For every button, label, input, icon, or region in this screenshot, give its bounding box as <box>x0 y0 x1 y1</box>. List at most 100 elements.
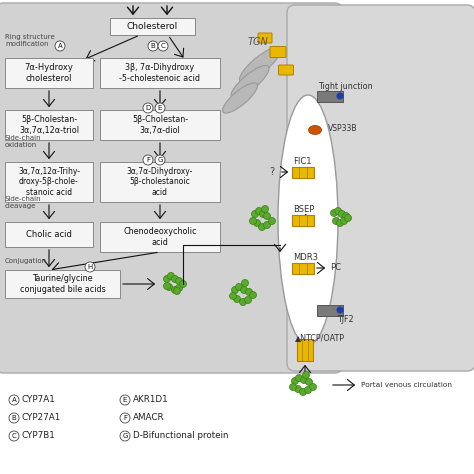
Circle shape <box>335 208 341 215</box>
FancyBboxPatch shape <box>287 5 474 371</box>
Circle shape <box>120 413 130 423</box>
FancyBboxPatch shape <box>0 3 344 373</box>
Text: BSEP: BSEP <box>293 206 314 215</box>
Text: B: B <box>151 43 155 49</box>
Circle shape <box>120 395 130 405</box>
Circle shape <box>148 41 158 51</box>
Text: Conjugation: Conjugation <box>5 258 47 264</box>
Circle shape <box>167 273 174 280</box>
Circle shape <box>306 379 312 385</box>
Circle shape <box>249 218 256 225</box>
Circle shape <box>158 41 168 51</box>
Text: 3α,7α,12α-Trihy-
droxy-5β-chole-
stanoic acid: 3α,7α,12α-Trihy- droxy-5β-chole- stanoic… <box>18 167 80 197</box>
Text: FIC1: FIC1 <box>293 157 311 166</box>
FancyBboxPatch shape <box>100 162 220 202</box>
Text: Side-chain
oxidation: Side-chain oxidation <box>5 135 42 148</box>
Circle shape <box>300 389 307 395</box>
Text: MDR3: MDR3 <box>293 254 318 263</box>
Circle shape <box>337 219 344 227</box>
Circle shape <box>231 286 238 293</box>
Text: F: F <box>123 415 127 421</box>
Text: AMACR: AMACR <box>133 413 164 422</box>
Circle shape <box>164 275 171 283</box>
Circle shape <box>165 283 173 291</box>
Circle shape <box>254 219 261 227</box>
Text: Cholesterol: Cholesterol <box>127 22 178 31</box>
Text: B: B <box>12 415 17 421</box>
Text: 7α-Hydroxy
cholesterol: 7α-Hydroxy cholesterol <box>25 64 73 82</box>
Circle shape <box>236 283 243 291</box>
Text: C: C <box>161 43 165 49</box>
Text: Taurine/glycine
conjugated bile acids: Taurine/glycine conjugated bile acids <box>19 274 105 294</box>
FancyBboxPatch shape <box>100 58 220 88</box>
Ellipse shape <box>239 47 281 83</box>
Text: E: E <box>158 105 162 111</box>
Circle shape <box>262 206 268 212</box>
Text: PC: PC <box>330 264 341 273</box>
Circle shape <box>345 215 352 221</box>
Circle shape <box>259 210 266 218</box>
Text: TGN: TGN <box>247 37 268 47</box>
Text: ?: ? <box>269 167 274 177</box>
Text: G: G <box>157 157 163 163</box>
Circle shape <box>258 224 265 230</box>
Text: CYP27A1: CYP27A1 <box>22 413 61 422</box>
Circle shape <box>301 376 308 383</box>
Ellipse shape <box>223 83 257 113</box>
Circle shape <box>172 286 179 293</box>
Circle shape <box>9 395 19 405</box>
Circle shape <box>246 289 253 295</box>
Text: C: C <box>12 433 17 439</box>
Text: 5β-Cholestan-
3α,7α-diol: 5β-Cholestan- 3α,7α-diol <box>132 115 188 135</box>
Circle shape <box>234 295 240 302</box>
FancyBboxPatch shape <box>110 18 195 35</box>
Text: Cholic acid: Cholic acid <box>26 230 72 239</box>
Circle shape <box>249 292 256 299</box>
Circle shape <box>340 218 347 225</box>
Circle shape <box>343 212 349 219</box>
Circle shape <box>337 92 344 100</box>
Text: TJF2: TJF2 <box>337 316 353 325</box>
Text: 3α,7α-Dihydroxy-
5β-cholestanoic
acid: 3α,7α-Dihydroxy- 5β-cholestanoic acid <box>127 167 193 197</box>
Circle shape <box>85 262 95 272</box>
FancyBboxPatch shape <box>100 222 220 252</box>
Circle shape <box>164 283 171 290</box>
Text: A: A <box>58 43 63 49</box>
Text: VSP33B: VSP33B <box>328 124 357 133</box>
Text: F: F <box>146 157 150 163</box>
Text: Tight junction: Tight junction <box>318 82 372 91</box>
Circle shape <box>330 210 337 217</box>
FancyBboxPatch shape <box>5 110 93 140</box>
Text: CYP7A1: CYP7A1 <box>22 395 56 404</box>
Text: G: G <box>122 433 128 439</box>
Circle shape <box>240 286 247 293</box>
Text: ▲NTCP/OATP: ▲NTCP/OATP <box>295 334 345 343</box>
Text: 3β, 7α-Dihydroxy
-5-cholestenoic acid: 3β, 7α-Dihydroxy -5-cholestenoic acid <box>119 64 201 82</box>
FancyBboxPatch shape <box>292 166 314 177</box>
Circle shape <box>302 372 310 379</box>
FancyBboxPatch shape <box>5 222 93 247</box>
FancyBboxPatch shape <box>317 91 343 101</box>
Text: Ring structure
modification: Ring structure modification <box>5 34 55 47</box>
Circle shape <box>155 103 165 113</box>
Circle shape <box>252 210 258 218</box>
FancyBboxPatch shape <box>317 304 343 316</box>
FancyBboxPatch shape <box>5 162 93 202</box>
FancyBboxPatch shape <box>270 46 286 57</box>
Text: D: D <box>146 105 151 111</box>
FancyBboxPatch shape <box>258 33 272 43</box>
FancyBboxPatch shape <box>100 110 220 140</box>
Circle shape <box>294 385 301 392</box>
Circle shape <box>241 280 248 286</box>
Text: D-Bifunctional protein: D-Bifunctional protein <box>133 431 228 440</box>
Text: A: A <box>12 397 17 403</box>
Circle shape <box>9 413 19 423</box>
FancyBboxPatch shape <box>292 215 314 226</box>
Circle shape <box>304 386 311 393</box>
Circle shape <box>332 218 339 225</box>
Circle shape <box>337 307 344 313</box>
Circle shape <box>143 103 153 113</box>
Circle shape <box>268 218 275 225</box>
Ellipse shape <box>309 126 321 135</box>
Circle shape <box>255 208 263 215</box>
